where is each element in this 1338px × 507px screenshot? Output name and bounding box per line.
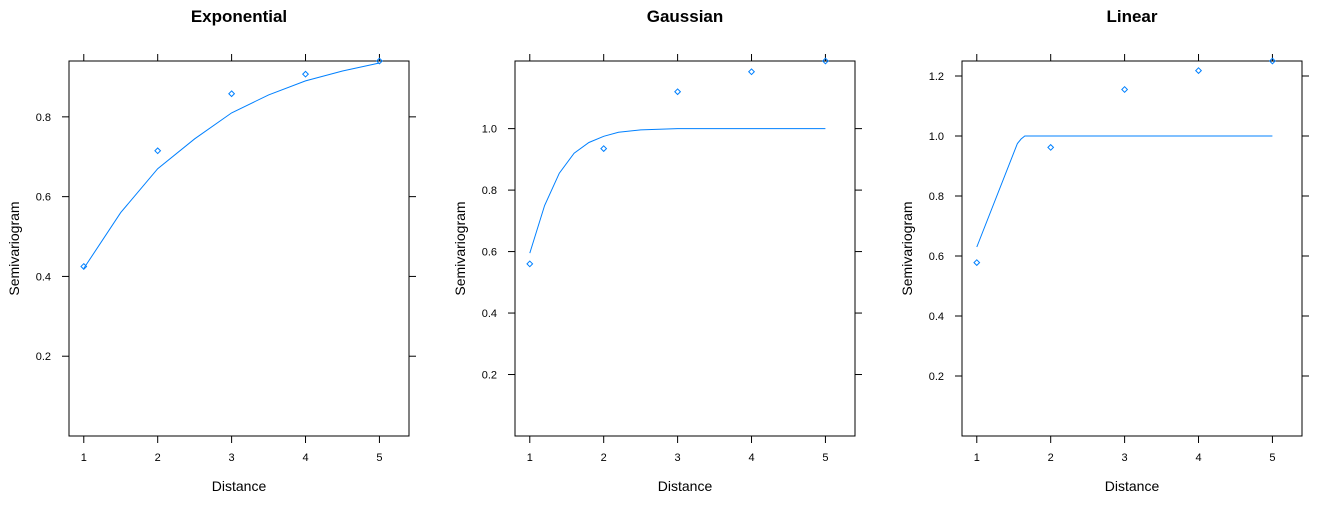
x-tick-label: 3	[229, 452, 235, 464]
data-point	[80, 262, 88, 270]
data-point	[821, 57, 829, 65]
y-axis-label: Semivariogram	[452, 201, 468, 295]
y-tick-label: 1.0	[929, 131, 944, 143]
panel-title: Gaussian	[647, 7, 724, 26]
x-tick-label: 4	[302, 452, 308, 464]
panel-gaussian: Gaussian 1 2 3 4 5 0.2 0.4 0.6 0.8 1.0 Distance Semi…	[452, 7, 862, 494]
x-axis-label: Distance	[658, 478, 713, 494]
y-tick-label: 0.6	[929, 251, 944, 263]
x-tick-label: 5	[822, 452, 828, 464]
x-axis-label: Distance	[1105, 478, 1160, 494]
x-tick-label: 3	[1122, 452, 1128, 464]
fitted-curve-exponential	[83, 62, 380, 269]
x-tick-label: 4	[1195, 452, 1201, 464]
x-tick-label: 3	[675, 452, 681, 464]
y-tick-label: 0.2	[36, 351, 51, 363]
y-tick-label: 0.4	[482, 308, 497, 320]
data-point	[748, 68, 756, 76]
x-tick-label: 4	[748, 452, 754, 464]
y-tick-label: 0.4	[36, 271, 51, 283]
x-tick-label: 2	[601, 452, 607, 464]
y-tick-label: 0.2	[929, 371, 944, 383]
y-tick-label: 1.2	[929, 71, 944, 83]
data-point	[1121, 85, 1129, 94]
x-tick-label: 2	[1048, 452, 1054, 464]
data-point	[154, 147, 162, 155]
panel-title: Exponential	[191, 7, 287, 26]
panel-linear: Linear 1 2 3 4 5 0.2 0.4 0.6 0.8 1.0 1.2 Distance Sem…	[899, 7, 1309, 494]
x-tick-label: 2	[155, 452, 161, 464]
fitted-curve-gaussian	[529, 128, 826, 254]
y-axis-label: Semivariogram	[6, 201, 22, 295]
x-tick-label: 1	[527, 452, 533, 464]
x-axis-label: Distance	[212, 478, 267, 494]
x-tick-label: 5	[376, 452, 382, 464]
panel-exponential: Exponential 1 2 3 4 5 0.2 0.4 0.6 0.8 Distance Semi…	[6, 7, 416, 494]
y-tick-label: 0.6	[482, 247, 497, 259]
data-point	[1047, 143, 1055, 151]
data-point	[375, 57, 383, 65]
data-point	[973, 259, 981, 267]
x-tick-label: 1	[81, 452, 87, 464]
y-tick-label: 0.6	[36, 192, 51, 204]
y-tick-label: 0.8	[482, 185, 497, 197]
y-tick-label: 0.2	[482, 370, 497, 382]
data-point	[1195, 67, 1203, 75]
data-point	[1268, 57, 1276, 65]
y-tick-label: 0.4	[929, 311, 944, 323]
data-point	[674, 88, 682, 96]
y-tick-label: 0.8	[929, 191, 944, 203]
data-point	[600, 145, 608, 153]
y-axis-label: Semivariogram	[899, 201, 915, 295]
x-tick-label: 1	[974, 452, 980, 464]
x-tick-label: 5	[1269, 452, 1275, 464]
fitted-curve-linear	[976, 135, 1273, 248]
plot-frame	[68, 60, 410, 437]
data-point	[302, 70, 310, 78]
plot-frame	[514, 60, 856, 437]
data-point	[526, 260, 534, 268]
y-tick-label: 0.8	[36, 112, 51, 124]
y-tick-label: 1.0	[482, 124, 497, 136]
panel-title: Linear	[1106, 7, 1157, 26]
data-point	[228, 90, 236, 98]
plot-frame	[961, 60, 1303, 437]
